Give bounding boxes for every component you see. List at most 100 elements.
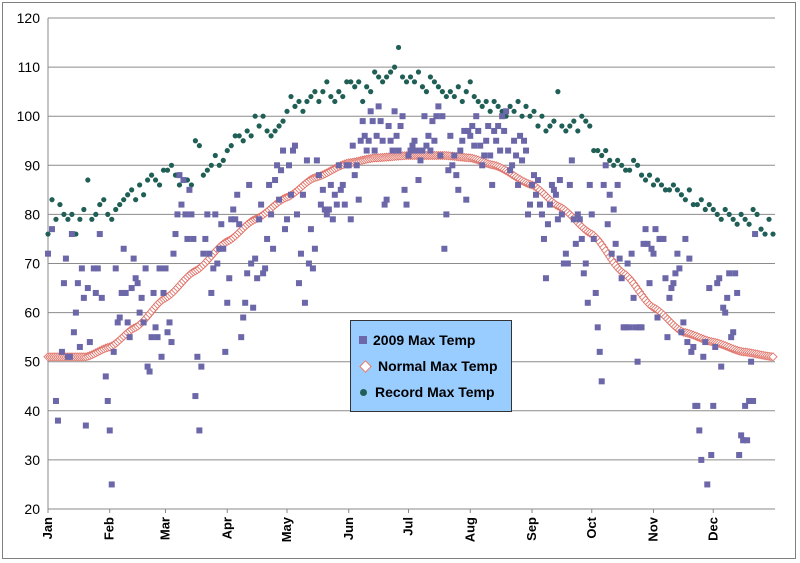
point-2009 — [708, 451, 715, 458]
point-2009 — [664, 334, 671, 341]
point-2009 — [562, 250, 569, 257]
point-2009 — [550, 186, 557, 193]
record-point — [188, 182, 195, 188]
y-axis-ticks: 20 30 40 50 60 70 80 90 100 110 120 — [17, 10, 41, 517]
point-2009 — [319, 186, 326, 193]
record-point — [77, 216, 83, 222]
point-2009 — [333, 201, 340, 208]
point-2009 — [365, 137, 372, 144]
point-2009 — [632, 324, 639, 331]
point-2009 — [604, 221, 611, 228]
record-point — [204, 167, 210, 173]
point-2009 — [670, 280, 677, 287]
record-point — [391, 64, 398, 70]
point-2009 — [349, 142, 356, 149]
point-2009 — [437, 152, 444, 159]
point-2009 — [648, 245, 655, 252]
point-2009 — [266, 181, 273, 188]
point-2009 — [481, 152, 488, 159]
record-point — [232, 133, 238, 139]
x-axis-ticks: Jan Feb Mar Apr May Jun Jul Aug Sep Oct Nov Dec — [40, 509, 720, 542]
point-2009 — [684, 339, 691, 346]
point-2009 — [704, 481, 711, 488]
point-2009 — [216, 245, 223, 252]
legend-label-record: Record Max Temp — [375, 384, 495, 400]
point-2009 — [282, 226, 289, 233]
point-2009 — [234, 191, 241, 198]
point-2009 — [666, 294, 673, 301]
point-2009 — [198, 363, 205, 370]
point-2009 — [538, 211, 545, 218]
point-2009 — [630, 294, 637, 301]
point-2009 — [600, 181, 607, 188]
point-2009 — [714, 280, 721, 287]
record-point — [93, 211, 99, 217]
point-2009 — [164, 329, 171, 336]
point-2009 — [542, 275, 549, 282]
point-2009 — [540, 235, 547, 242]
point-2009 — [387, 137, 394, 144]
point-2009 — [98, 294, 105, 301]
record-point — [431, 79, 438, 85]
record-point — [682, 197, 688, 203]
record-point — [563, 128, 569, 134]
record-point — [164, 167, 171, 173]
point-2009 — [357, 137, 364, 144]
point-2009 — [586, 181, 593, 188]
point-2009 — [610, 206, 617, 213]
point-2009 — [401, 186, 408, 193]
point-2009 — [532, 191, 539, 198]
record-point — [706, 201, 712, 208]
point-2009 — [92, 289, 99, 296]
point-2009 — [303, 157, 310, 164]
point-2009 — [286, 162, 293, 169]
record-point — [435, 84, 441, 90]
record-point — [658, 182, 665, 188]
record-point — [726, 211, 732, 217]
point-2009 — [718, 363, 725, 370]
record-point — [296, 98, 302, 105]
point-2009 — [519, 157, 526, 164]
record-point — [451, 93, 457, 100]
point-2009 — [415, 177, 422, 184]
point-2009 — [652, 226, 659, 233]
record-point — [674, 187, 681, 193]
record-point — [324, 79, 330, 85]
point-2009 — [471, 142, 478, 149]
point-2009 — [548, 181, 555, 188]
point-2009 — [102, 373, 109, 380]
point-2009 — [262, 265, 269, 272]
record-point — [611, 162, 617, 168]
point-2009 — [503, 108, 510, 115]
record-point — [654, 177, 661, 183]
point-2009 — [487, 152, 494, 159]
point-2009 — [403, 201, 410, 208]
point-2009 — [94, 265, 101, 272]
point-2009 — [431, 137, 438, 144]
record-point — [722, 206, 728, 213]
record-point — [411, 79, 418, 85]
point-2009 — [752, 231, 759, 238]
legend-label-normal: Normal Max Temp — [378, 358, 498, 374]
y-tick-label: 60 — [24, 305, 40, 321]
point-2009 — [45, 250, 51, 257]
record-point — [344, 79, 350, 85]
point-2009 — [439, 113, 446, 120]
point-2009 — [84, 285, 91, 292]
point-2009 — [425, 132, 432, 139]
point-2009 — [409, 142, 416, 149]
record-point — [97, 201, 103, 208]
record-point — [623, 167, 629, 173]
record-point — [395, 44, 402, 51]
point-2009 — [606, 191, 613, 198]
point-2009 — [421, 113, 428, 120]
point-2009 — [148, 334, 155, 341]
point-2009 — [716, 275, 723, 282]
point-2009 — [393, 132, 400, 139]
point-2009 — [682, 235, 689, 242]
point-2009 — [642, 226, 649, 233]
record-point — [105, 211, 111, 217]
point-2009 — [276, 196, 283, 203]
point-2009 — [72, 309, 79, 316]
point-2009 — [499, 113, 506, 120]
